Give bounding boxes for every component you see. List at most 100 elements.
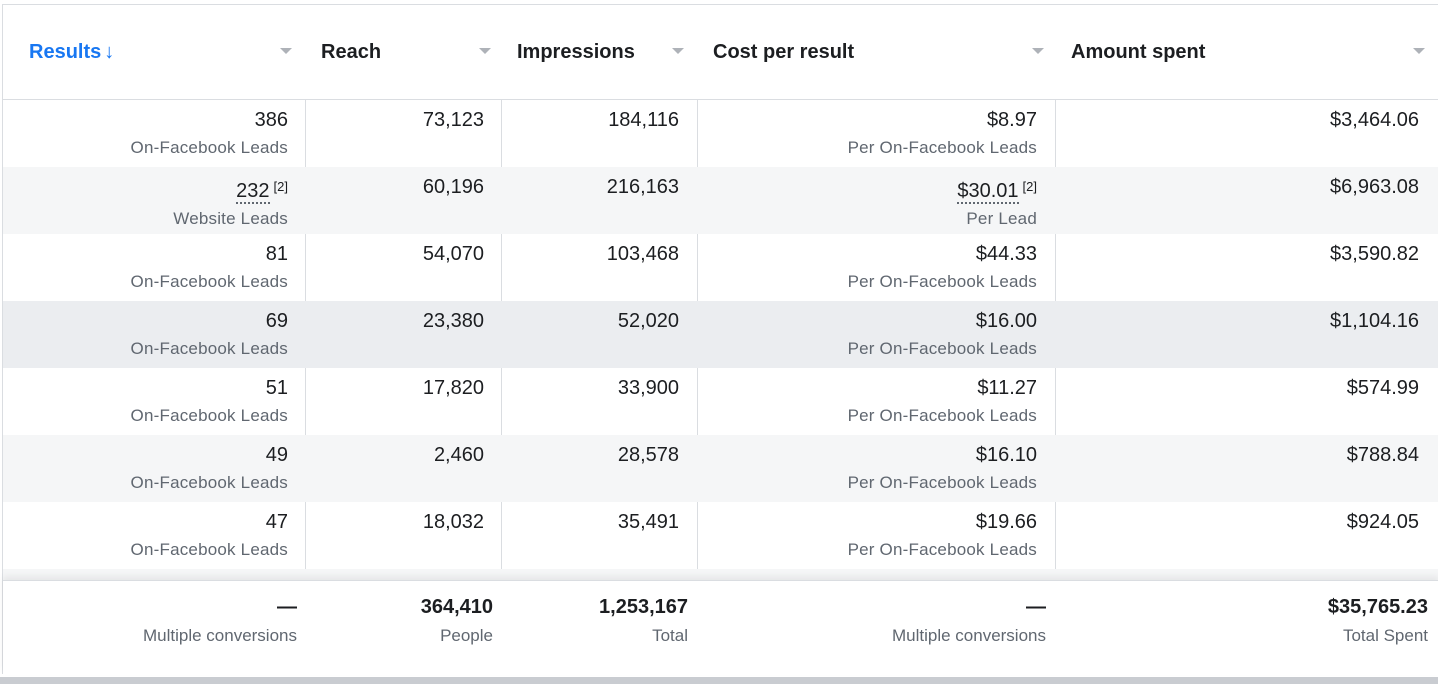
cell-spent: $924.05 — [1056, 502, 1419, 569]
total-reach: 364,410 People — [306, 581, 493, 676]
cell-spent: $6,963.08 — [1056, 167, 1419, 234]
spent-value: $788.84 — [1346, 444, 1419, 466]
header-impressions[interactable]: Impressions — [502, 5, 698, 100]
cell-results: 69 On-Facebook Leads — [3, 301, 288, 368]
sort-descending-icon[interactable]: ↓ — [104, 41, 115, 63]
spent-value: $574.99 — [1346, 377, 1419, 399]
cost-value[interactable]: $30.01 — [957, 180, 1019, 204]
cell-impressions: 28,578 — [502, 435, 679, 502]
results-value: 386 — [254, 109, 288, 131]
header-amount-spent[interactable]: Amount spent — [1056, 5, 1438, 100]
total-results-label: Multiple conversions — [142, 626, 297, 645]
cell-impressions: 52,020 — [502, 301, 679, 368]
cell-reach: 73,123 — [306, 100, 484, 167]
totals-row: — Multiple conversions 364,410 People 1,… — [3, 580, 1438, 675]
impressions-value: 35,491 — [617, 511, 679, 533]
caret-down-icon[interactable] — [1413, 48, 1425, 54]
caret-down-icon[interactable] — [479, 48, 491, 54]
result-type: Website Leads — [173, 209, 288, 228]
footnote-marker[interactable]: [2] — [1022, 179, 1037, 194]
cell-cost: $8.97 Per On-Facebook Leads — [698, 100, 1037, 167]
reach-value: 60,196 — [422, 176, 484, 198]
cell-spent: $574.99 — [1056, 368, 1419, 435]
cost-type: Per On-Facebook Leads — [847, 473, 1037, 492]
cell-spent: $3,464.06 — [1056, 100, 1419, 167]
header-cost-label[interactable]: Cost per result — [713, 41, 855, 63]
cell-reach: 23,380 — [306, 301, 484, 368]
results-value: 47 — [265, 511, 288, 533]
total-cost: — Multiple conversions — [698, 581, 1046, 676]
header-spent-label[interactable]: Amount spent — [1071, 41, 1206, 63]
result-type: On-Facebook Leads — [130, 138, 288, 157]
table-body: 386 On-Facebook Leads 73,123 184,116 $8.… — [3, 100, 1438, 580]
cell-reach: 60,196 — [306, 167, 484, 234]
impressions-value: 28,578 — [617, 444, 679, 466]
reach-value: 18,032 — [422, 511, 484, 533]
table-row[interactable]: 232 [2] Website Leads 60,196 216,163 $30.… — [3, 167, 1438, 234]
header-cost-per-result[interactable]: Cost per result — [698, 5, 1056, 100]
table-row[interactable]: 47 On-Facebook Leads 18,032 35,491 $19.6… — [3, 502, 1438, 569]
results-value[interactable]: 232 — [236, 180, 270, 204]
reach-value: 54,070 — [422, 243, 484, 265]
cost-value: $11.27 — [977, 377, 1037, 399]
cell-impressions: 184,116 — [502, 100, 679, 167]
result-type: On-Facebook Leads — [130, 272, 288, 291]
table-row[interactable]: 386 On-Facebook Leads 73,123 184,116 $8.… — [3, 100, 1438, 167]
total-impressions-label: Total — [652, 626, 688, 645]
cell-reach: 17,820 — [306, 368, 484, 435]
ads-results-table: Results ↓ Reach Impressions Cost per resu… — [2, 4, 1438, 675]
cost-value-wrap: $30.01 [2] — [698, 167, 1037, 204]
reach-value: 73,123 — [422, 109, 484, 131]
cell-results: 81 On-Facebook Leads — [3, 234, 288, 301]
header-reach[interactable]: Reach — [306, 5, 502, 100]
cost-type: Per On-Facebook Leads — [847, 138, 1037, 157]
cell-impressions: 103,468 — [502, 234, 679, 301]
cell-reach: 2,460 — [306, 435, 484, 502]
results-value: 51 — [265, 377, 288, 399]
header-results-label[interactable]: Results ↓ — [3, 41, 114, 64]
total-results: — Multiple conversions — [3, 581, 297, 676]
cell-cost: $30.01 [2] Per Lead — [698, 167, 1037, 234]
header-reach-label[interactable]: Reach — [321, 41, 382, 63]
cost-type: Per On-Facebook Leads — [847, 272, 1037, 291]
results-value: 81 — [265, 243, 288, 265]
spent-value: $3,464.06 — [1330, 109, 1419, 131]
table-row[interactable]: 51 On-Facebook Leads 17,820 33,900 $11.2… — [3, 368, 1438, 435]
cell-results: 47 On-Facebook Leads — [3, 502, 288, 569]
reach-value: 23,380 — [422, 310, 484, 332]
caret-down-icon[interactable] — [280, 48, 292, 54]
total-cost-value: — — [1026, 596, 1046, 618]
footnote-marker[interactable]: [2] — [273, 179, 288, 194]
cell-impressions: 33,900 — [502, 368, 679, 435]
caret-down-icon[interactable] — [672, 48, 684, 54]
cell-reach: 18,032 — [306, 502, 484, 569]
impressions-value: 52,020 — [617, 310, 679, 332]
cell-results: 49 On-Facebook Leads — [3, 435, 288, 502]
spent-value: $1,104.16 — [1330, 310, 1419, 332]
header-results-text[interactable]: Results — [29, 41, 102, 63]
spent-value: $3,590.82 — [1330, 243, 1419, 265]
cost-value: $16.10 — [975, 444, 1037, 466]
total-results-value: — — [277, 596, 297, 618]
cell-impressions: 216,163 — [502, 167, 679, 234]
total-impressions: 1,253,167 Total — [502, 581, 688, 676]
table-row[interactable]: 69 On-Facebook Leads 23,380 52,020 $16.0… — [3, 301, 1438, 368]
results-value: 49 — [265, 444, 288, 466]
impressions-value: 216,163 — [606, 176, 679, 198]
horizontal-scrollbar[interactable] — [0, 677, 1438, 684]
spent-value: $6,963.08 — [1330, 176, 1419, 198]
table-row-partial[interactable] — [3, 569, 1438, 580]
header-impressions-label[interactable]: Impressions — [517, 41, 635, 63]
total-spent: $35,765.23 Total Spent — [1056, 581, 1428, 676]
total-spent-label: Total Spent — [1342, 626, 1428, 645]
header-results[interactable]: Results ↓ — [3, 5, 306, 100]
cell-results: 386 On-Facebook Leads — [3, 100, 288, 167]
cost-type: Per On-Facebook Leads — [847, 540, 1037, 559]
table-row[interactable]: 81 On-Facebook Leads 54,070 103,468 $44.… — [3, 234, 1438, 301]
caret-down-icon[interactable] — [1032, 48, 1044, 54]
table-row[interactable]: 49 On-Facebook Leads 2,460 28,578 $16.10… — [3, 435, 1438, 502]
total-spent-value: $35,765.23 — [1327, 596, 1428, 618]
cell-results: 232 [2] Website Leads — [3, 167, 288, 234]
cell-results: 51 On-Facebook Leads — [3, 368, 288, 435]
total-reach-value: 364,410 — [420, 596, 493, 618]
